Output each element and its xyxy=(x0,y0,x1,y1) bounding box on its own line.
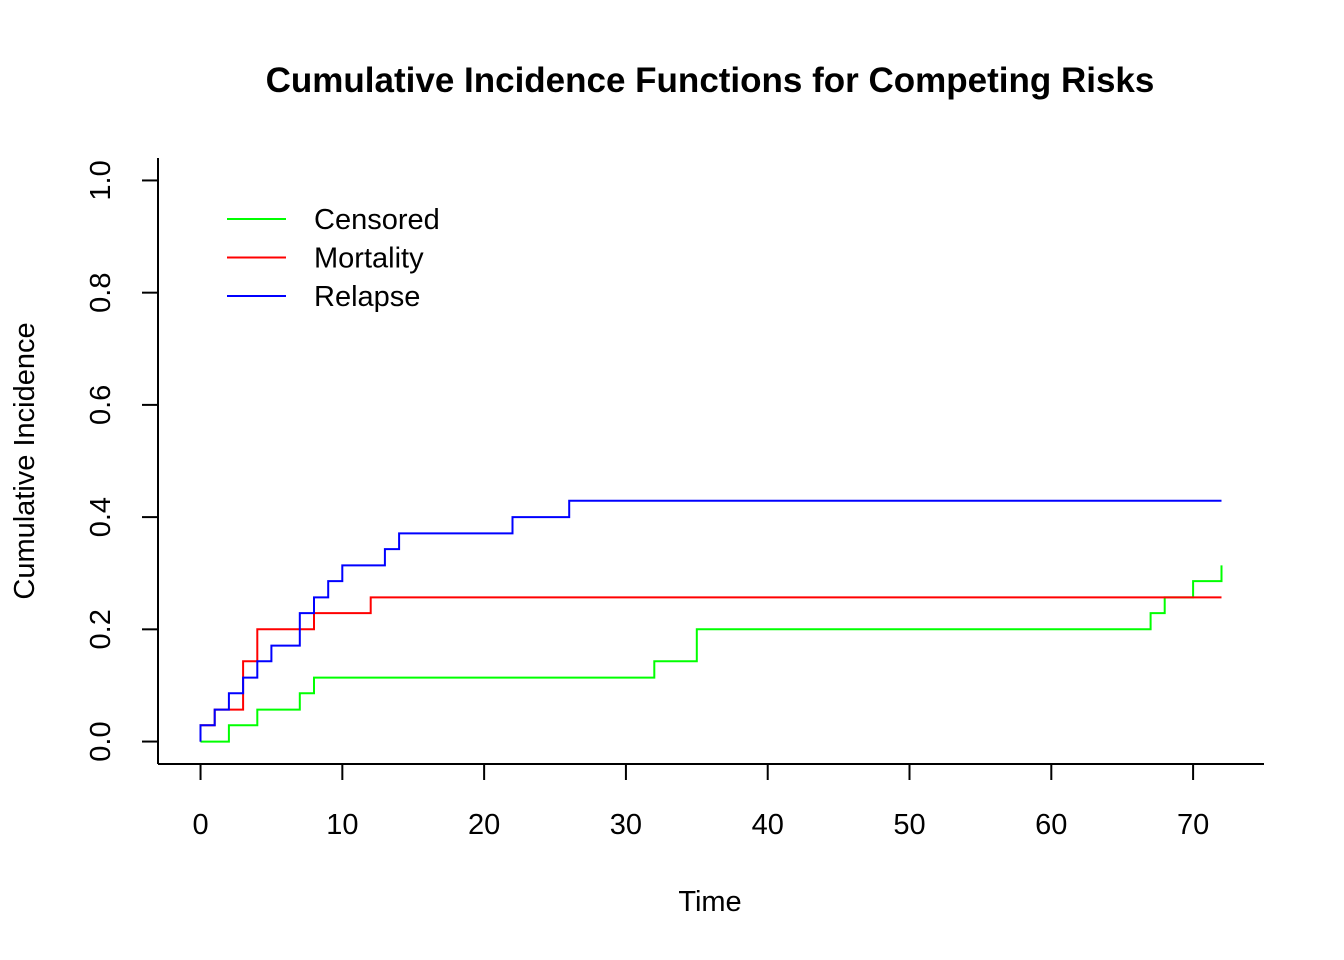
legend-label-relapse: Relapse xyxy=(314,281,420,313)
y-tick-label: 0.0 xyxy=(85,721,117,761)
series-line-relapse xyxy=(199,499,1222,742)
y-tick-label: 1.0 xyxy=(85,160,117,200)
legend-label-mortality: Mortality xyxy=(314,243,424,275)
y-tick-label: 0.8 xyxy=(85,273,117,313)
legend-label-censored: Censored xyxy=(314,204,440,236)
series-line-censored xyxy=(200,565,1223,743)
x-tick-label: 30 xyxy=(610,809,642,841)
x-tick-label: 70 xyxy=(1177,809,1209,841)
x-axis-ticks: 0 10 20 30 40 50 60 70 xyxy=(192,764,1209,841)
x-tick-label: 0 xyxy=(192,809,208,841)
y-tick-label: 0.6 xyxy=(85,385,117,425)
y-axis-label: Cumulative Incidence xyxy=(9,322,41,599)
y-tick-label: 0.2 xyxy=(85,609,117,649)
x-tick-label: 20 xyxy=(468,809,500,841)
x-tick-label: 40 xyxy=(752,809,784,841)
x-tick-label: 50 xyxy=(893,809,925,841)
y-tick-label: 0.4 xyxy=(85,497,117,537)
series-lines xyxy=(199,499,1223,743)
series-line-mortality xyxy=(199,596,1222,742)
x-axis-label: Time xyxy=(678,886,741,918)
x-tick-label: 10 xyxy=(326,809,358,841)
legend: Censored Mortality Relapse xyxy=(227,204,440,313)
y-axis-ticks: 0.0 0.2 0.4 0.6 0.8 1.0 xyxy=(85,160,158,762)
x-tick-label: 60 xyxy=(1035,809,1067,841)
chart-title: Cumulative Incidence Functions for Compe… xyxy=(266,61,1155,100)
